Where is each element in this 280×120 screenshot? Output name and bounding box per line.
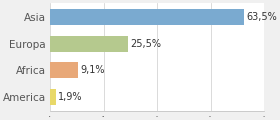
Bar bbox=[50, 9, 244, 25]
Text: 1,9%: 1,9% bbox=[58, 92, 83, 102]
Text: 63,5%: 63,5% bbox=[247, 12, 277, 22]
Bar bbox=[50, 89, 56, 105]
Bar bbox=[50, 36, 128, 52]
Text: 25,5%: 25,5% bbox=[130, 39, 162, 49]
Bar bbox=[50, 62, 78, 78]
Text: 9,1%: 9,1% bbox=[80, 65, 105, 75]
